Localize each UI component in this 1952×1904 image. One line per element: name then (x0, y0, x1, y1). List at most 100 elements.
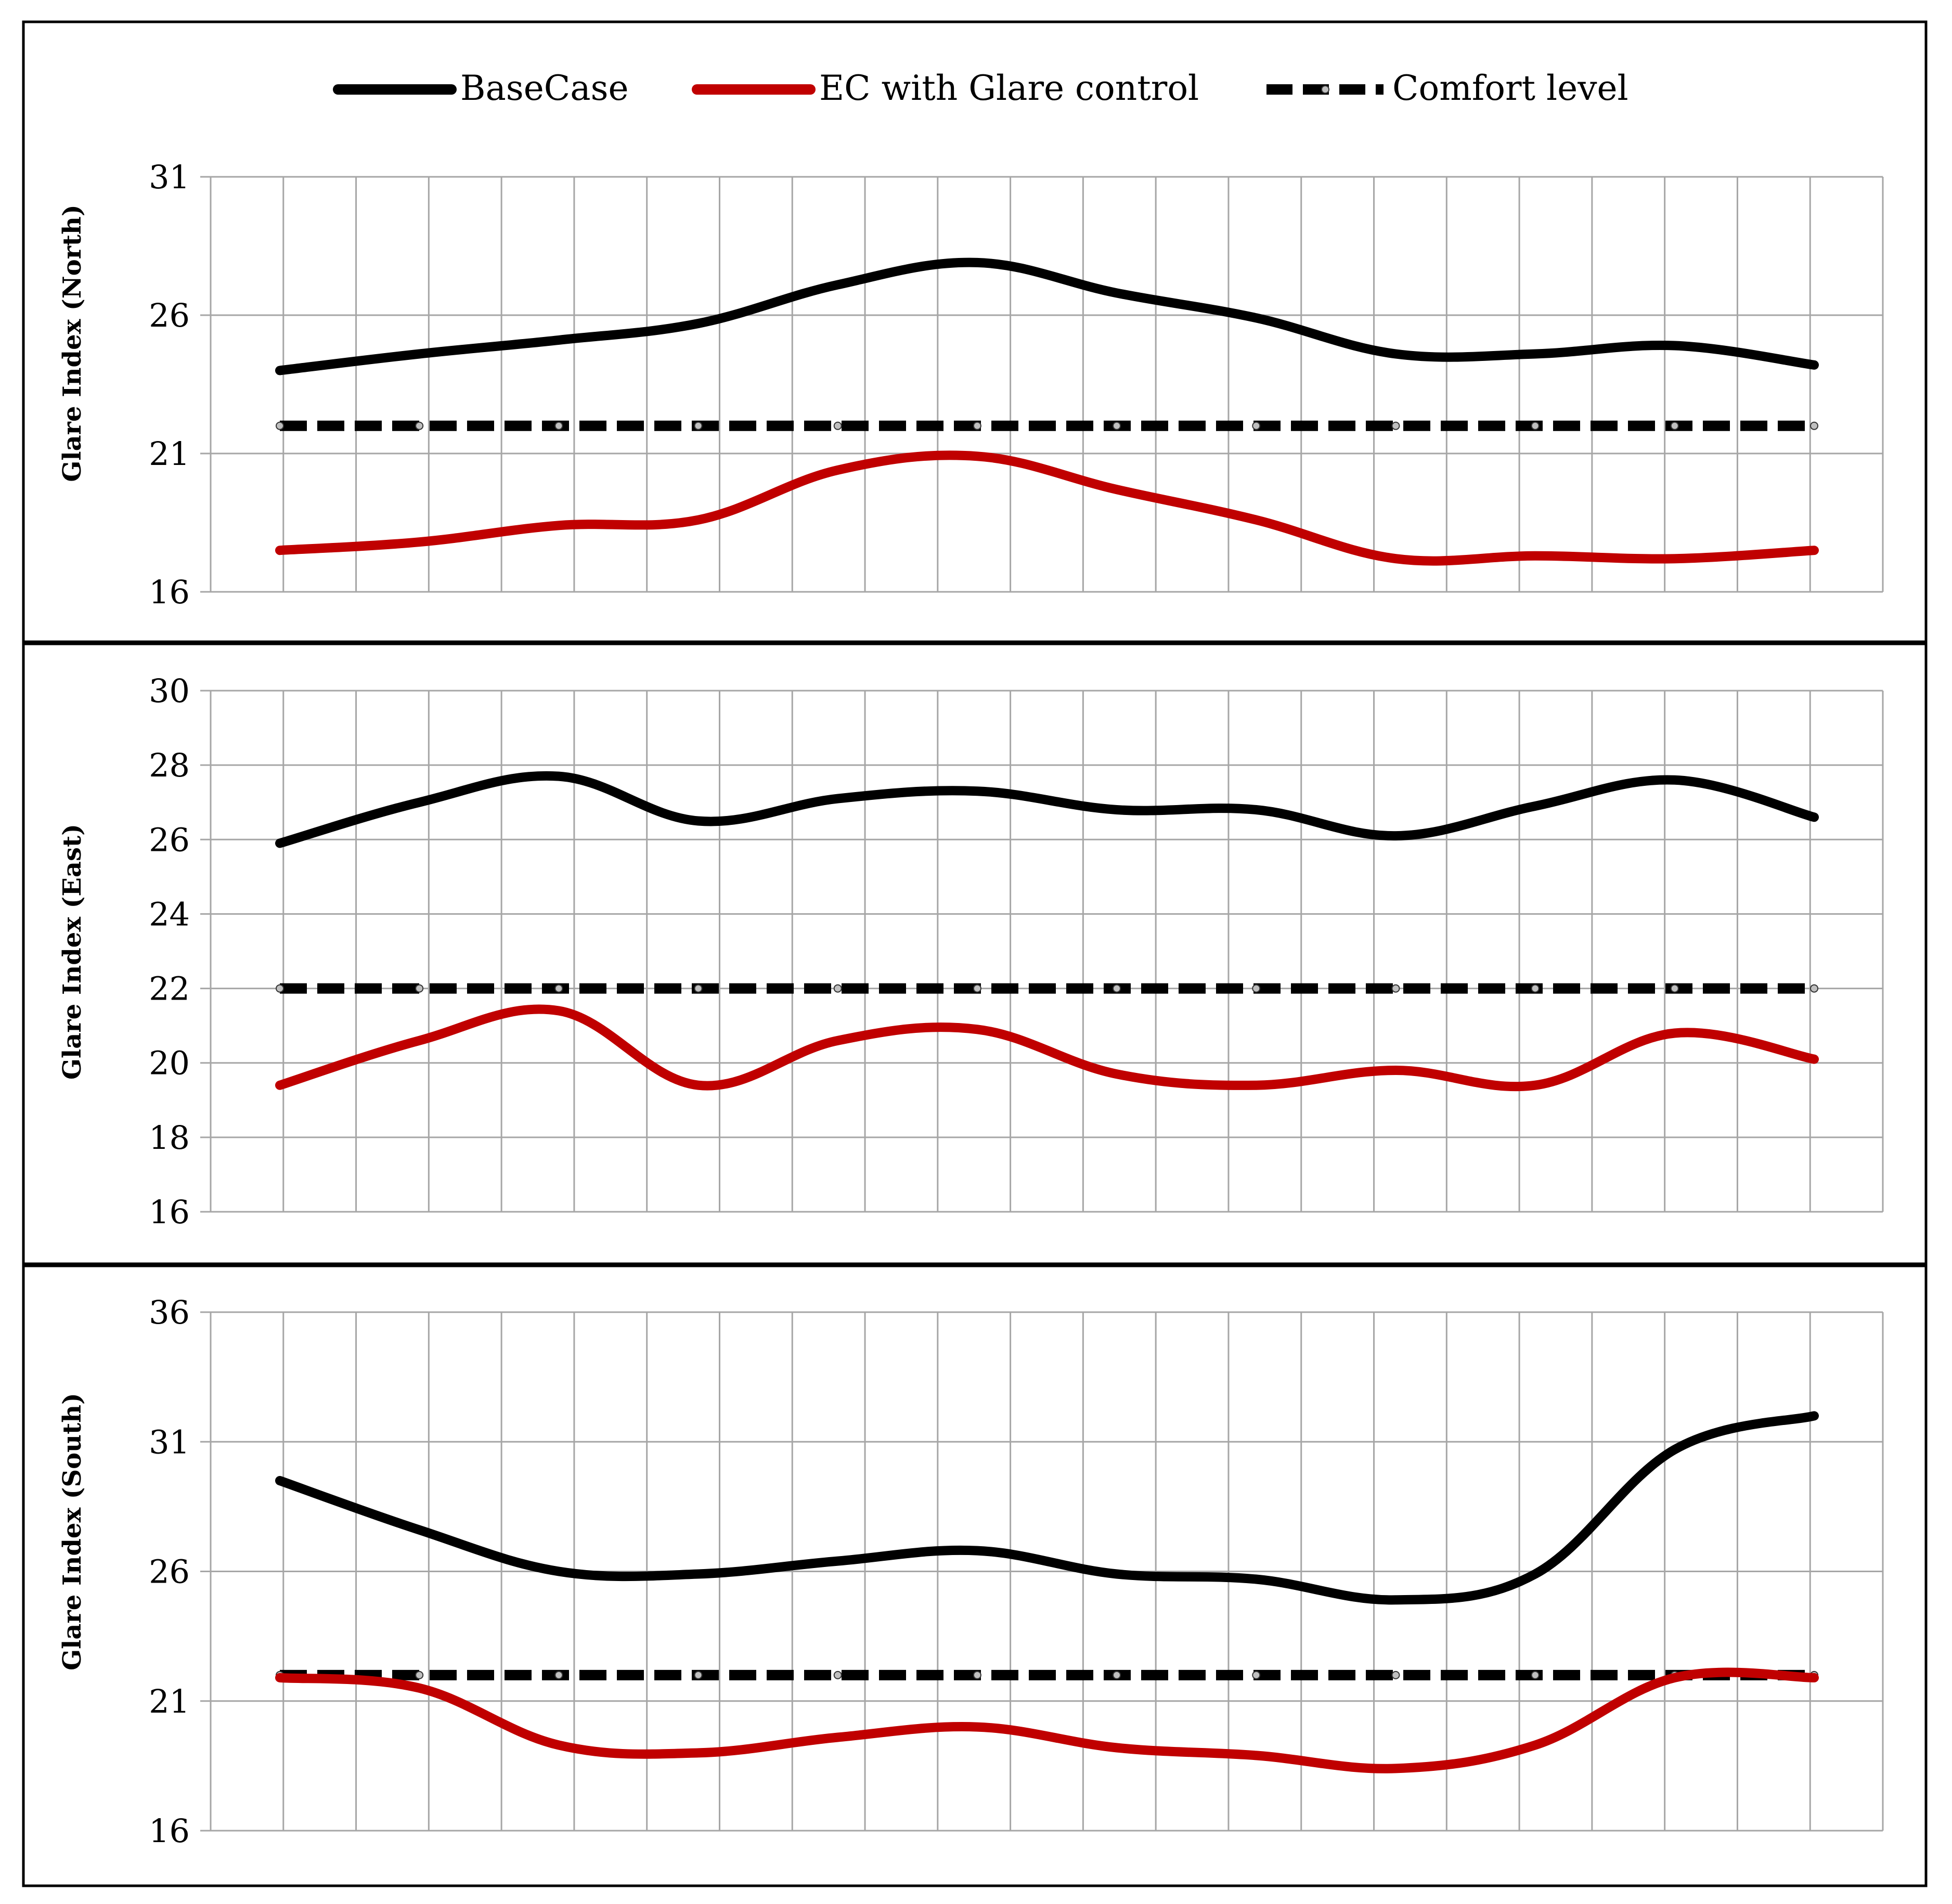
legend-ec-label: EC with Glare control (819, 68, 1199, 108)
comfort-level-point (694, 421, 703, 430)
basecase-point (698, 1573, 699, 1574)
ec-with-glare-control-point (1395, 1768, 1396, 1769)
ec-with-glare-control-point (1814, 1677, 1815, 1678)
ec-with-glare-control-point (698, 1752, 699, 1753)
y-axis-label: Glare Index (South) (58, 1393, 87, 1670)
y-axis-label: Glare Index (North) (58, 204, 87, 482)
comfort-level-point (554, 1670, 563, 1679)
ec-with-glare-control-line (275, 450, 1819, 566)
series-basecase (275, 771, 1819, 848)
ec-with-glare-control-point (419, 1688, 420, 1689)
ec-with-glare-control-point (558, 1011, 559, 1012)
comfort-level-point (1252, 1670, 1261, 1679)
comfort-level-point (1113, 421, 1121, 430)
ec-with-glare-control-point (1395, 1070, 1396, 1071)
series-basecase (275, 257, 1819, 375)
basecase-point (558, 776, 559, 777)
ec-with-glare-control-point (1674, 558, 1675, 559)
series-comfort-level (276, 1669, 1818, 1680)
basecase-point (1814, 365, 1815, 366)
comfort-level-point (415, 1670, 424, 1679)
comfort-level-point (694, 984, 703, 993)
y-tick-label: 36 (149, 1293, 190, 1331)
series-comfort-level (276, 420, 1818, 431)
basecase-point (1116, 1573, 1117, 1574)
basecase-point (1674, 345, 1675, 346)
comfort-level-point (1252, 984, 1261, 993)
legend-basecase-label: BaseCase (460, 68, 629, 108)
y-tick-label: 26 (149, 296, 190, 334)
comfort-level-point (1252, 421, 1261, 430)
ec-with-glare-control-point (837, 1737, 838, 1738)
basecase-point (698, 821, 699, 822)
comfort-level-point (973, 984, 981, 993)
comfort-level-point (1391, 421, 1400, 430)
comfort-level-point (1113, 1670, 1121, 1679)
ec-with-glare-control-point (1535, 555, 1536, 556)
basecase-line (275, 1411, 1819, 1605)
series-basecase (275, 1411, 1819, 1605)
ec-with-glare-control-point (1814, 550, 1815, 551)
ec-with-glare-control-point (837, 1040, 838, 1041)
comfort-level-point (973, 421, 981, 430)
basecase-point (1116, 292, 1117, 293)
ec-with-glare-control-point (558, 525, 559, 526)
y-tick-label: 26 (149, 821, 190, 859)
y-tick-label: 16 (149, 1812, 190, 1850)
ec-with-glare-control-point (1535, 1085, 1536, 1086)
basecase-point (837, 798, 838, 799)
ec-with-glare-control-point (419, 1040, 420, 1041)
ec-with-glare-control-point (977, 1727, 978, 1728)
series-comfort-level (276, 983, 1818, 994)
comfort-level-point (554, 984, 563, 993)
basecase-point (977, 791, 978, 792)
y-tick-label: 16 (149, 573, 190, 611)
y-tick-label: 18 (149, 1119, 190, 1157)
basecase-point (419, 353, 420, 354)
comfort-level-point (1531, 421, 1540, 430)
ec-with-glare-control-point (1814, 1059, 1815, 1060)
comfort-level-point (973, 1670, 981, 1679)
y-tick-label: 31 (149, 158, 190, 196)
y-tick-label: 21 (149, 435, 190, 473)
ec-with-glare-control-point (1256, 520, 1257, 521)
ec-with-glare-control-point (1256, 1755, 1257, 1756)
basecase-point (419, 1530, 420, 1531)
comfort-level-point (1670, 984, 1679, 993)
comfort-level-point (1670, 421, 1679, 430)
y-tick-label: 21 (149, 1682, 190, 1720)
chart-north: 16 21 26 31 Glare Index (North) (58, 158, 1884, 611)
panel-south-frame (22, 1264, 1928, 1887)
comfort-level-point (415, 421, 424, 430)
y-tick-label: 28 (149, 746, 190, 784)
ec-with-glare-control-line (275, 1667, 1819, 1773)
comfort-level-point (276, 421, 284, 430)
ec-with-glare-control-point (1256, 1085, 1257, 1086)
y-tick-label: 31 (149, 1423, 190, 1461)
ec-with-glare-control-point (1674, 1677, 1675, 1678)
ec-with-glare-control-point (279, 1085, 280, 1086)
basecase-point (698, 323, 699, 324)
ec-with-glare-control-point (1395, 558, 1396, 559)
ec-with-glare-control-point (558, 1744, 559, 1745)
series-ec-with-glare-control (275, 1667, 1819, 1773)
basecase-point (1256, 1578, 1257, 1579)
chart-south: 16 21 26 31 36 Glare Index (South) (58, 1293, 1884, 1850)
comfort-level-point (1391, 984, 1400, 993)
ec-with-glare-control-point (419, 541, 420, 542)
basecase-point (837, 1561, 838, 1562)
basecase-point (977, 1550, 978, 1551)
basecase-point (1535, 806, 1536, 807)
y-tick-label: 22 (149, 970, 190, 1008)
basecase-point (279, 370, 280, 371)
basecase-point (1395, 353, 1396, 354)
panel-north-frame (22, 20, 1928, 643)
legend-comfort-marker (1321, 85, 1329, 94)
basecase-point (558, 1571, 559, 1572)
y-tick-label: 20 (149, 1044, 190, 1082)
basecase-point (837, 284, 838, 285)
ec-with-glare-control-point (1116, 1747, 1117, 1748)
ec-with-glare-control-line (275, 1004, 1819, 1092)
comfort-level-point (1531, 984, 1540, 993)
chart-east: 16 18 20 22 24 26 28 30 Glare Index (East) (58, 672, 1884, 1231)
